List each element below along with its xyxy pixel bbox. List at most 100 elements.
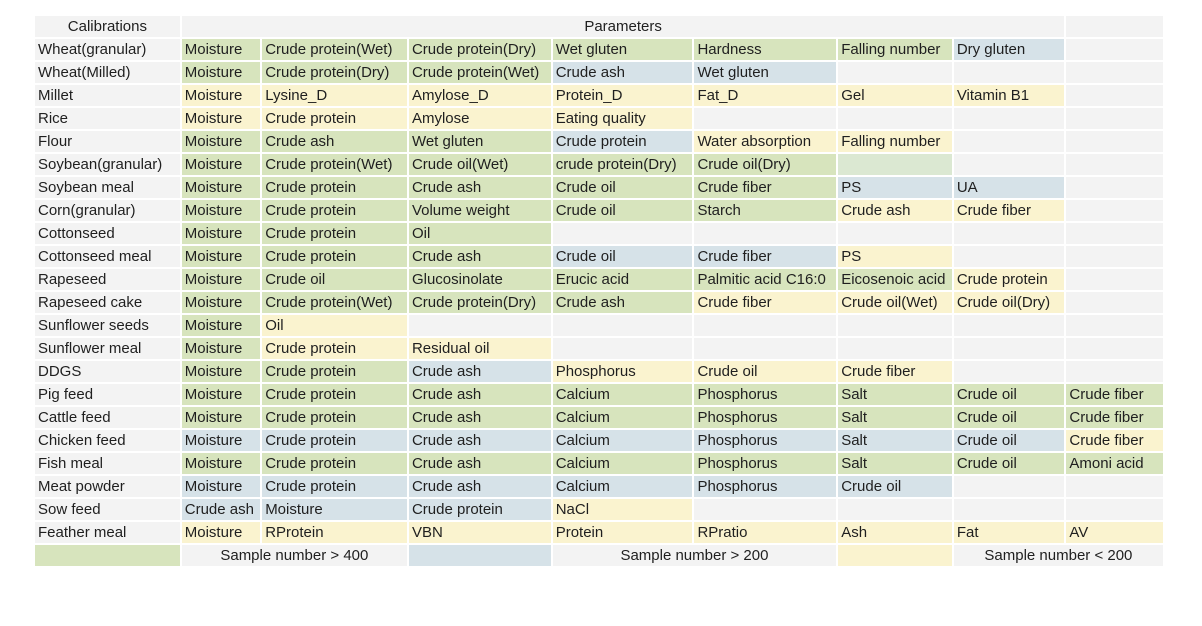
parameter-cell [1066, 154, 1163, 175]
parameter-cell: Erucic acid [552, 269, 693, 290]
parameter-cell [408, 315, 551, 336]
parameter-cell: Wet gluten [408, 131, 551, 152]
table-row: Wheat(Milled) Moisture Crude protein(Dry) C… [35, 62, 1163, 83]
calibration-name: Rapeseed cake [35, 292, 180, 313]
parameter-cell [953, 338, 1065, 359]
parameter-cell: Phosphorus [694, 407, 837, 428]
table-row: Sow feed Crude ash Moisture Crude protein Na… [35, 499, 1163, 520]
table-row: Flour Moisture Crude ash Wet gluten Crude pr… [35, 131, 1163, 152]
parameter-cell: Crude oil(Dry) [694, 154, 837, 175]
parameter-cell: Phosphorus [694, 476, 837, 497]
legend-swatch [408, 545, 551, 566]
legend-swatch [838, 545, 952, 566]
parameter-cell: Residual oil [408, 338, 551, 359]
parameter-cell [552, 223, 693, 244]
parameter-cell: Crude oil(Wet) [838, 292, 952, 313]
table-row: Pig feed Moisture Crude protein Crude ash Ca… [35, 384, 1163, 405]
parameter-cell: Crude fiber [838, 361, 952, 382]
parameter-cell [694, 338, 837, 359]
parameter-cell: Crude ash [408, 453, 551, 474]
parameter-cell: Crude protein(Wet) [262, 292, 407, 313]
table-row: Cottonseed meal Moisture Crude protein Crud… [35, 246, 1163, 267]
parameter-cell [953, 131, 1065, 152]
parameter-cell [838, 499, 952, 520]
parameter-cell: Crude protein [262, 200, 407, 221]
parameter-cell [953, 108, 1065, 129]
parameter-cell: Calcium [552, 476, 693, 497]
parameter-cell: PS [838, 177, 952, 198]
legend-row: Sample number > 400 Sample number > 200 Sa… [35, 545, 1163, 566]
parameter-cell: Moisture [181, 315, 261, 336]
parameter-cell [1066, 223, 1163, 244]
parameter-cell: Lysine_D [262, 85, 407, 106]
parameter-cell: Crude oil [953, 384, 1065, 405]
parameter-cell: Crude ash [262, 131, 407, 152]
parameter-cell: Falling number [838, 131, 952, 152]
parameter-cell [953, 223, 1065, 244]
parameter-cell [838, 108, 952, 129]
table-row: Feather meal Moisture RProtein VBN Protein RP… [35, 522, 1163, 543]
parameter-cell: Crude oil [953, 407, 1065, 428]
parameter-cell: Crude ash [552, 62, 693, 83]
parameter-cell: Crude ash [408, 177, 551, 198]
parameter-cell: Moisture [181, 108, 261, 129]
parameter-cell: Calcium [552, 384, 693, 405]
parameter-cell: Crude protein [262, 177, 407, 198]
parameter-cell: crude protein(Dry) [552, 154, 693, 175]
parameter-cell: Crude oil(Wet) [408, 154, 551, 175]
parameter-cell: Salt [838, 407, 952, 428]
parameter-cell: Crude fiber [694, 177, 837, 198]
parameter-cell: Moisture [181, 200, 261, 221]
calibration-name: Cottonseed [35, 223, 180, 244]
parameter-cell: Hardness [694, 39, 837, 60]
table-row: Soybean(granular) Moisture Crude protein(W… [35, 154, 1163, 175]
parameter-cell: Crude ash [552, 292, 693, 313]
parameter-cell: Moisture [181, 62, 261, 83]
parameter-cell: Crude protein(Wet) [262, 39, 407, 60]
parameter-cell: RPratio [694, 522, 837, 543]
parameter-cell: Oil [262, 315, 407, 336]
parameter-cell: Salt [838, 453, 952, 474]
parameter-cell: Wet gluten [552, 39, 693, 60]
parameter-cell: VBN [408, 522, 551, 543]
legend-label: Sample number < 200 [953, 545, 1163, 566]
parameter-cell: Crude protein [262, 407, 407, 428]
calibration-name: Feather meal [35, 522, 180, 543]
parameter-cell: Crude oil [262, 269, 407, 290]
calibration-name: Meat powder [35, 476, 180, 497]
parameter-cell [1066, 246, 1163, 267]
table-row: Fish meal Moisture Crude protein Crude ash C… [35, 453, 1163, 474]
parameter-cell: Moisture [181, 39, 261, 60]
parameter-cell: Crude protein [262, 338, 407, 359]
parameter-cell: Crude protein [408, 499, 551, 520]
parameter-cell: Eating quality [552, 108, 693, 129]
parameter-cell: AV [1066, 522, 1163, 543]
table-row: Cottonseed Moisture Crude protein Oil [35, 223, 1163, 244]
parameter-cell [953, 499, 1065, 520]
parameter-cell: Crude protein [552, 131, 693, 152]
parameter-cell: Moisture [181, 223, 261, 244]
parameter-cell [953, 154, 1065, 175]
parameter-cell [1066, 499, 1163, 520]
parameter-cell: Crude ash [408, 476, 551, 497]
parameters-header: Parameters [181, 16, 1065, 37]
parameter-cell: Moisture [181, 269, 261, 290]
parameter-cell: Crude protein [953, 269, 1065, 290]
table-row: Soybean meal Moisture Crude protein Crude a… [35, 177, 1163, 198]
parameter-cell: NaCl [552, 499, 693, 520]
parameter-cell: Crude protein [262, 453, 407, 474]
parameter-cell [1066, 269, 1163, 290]
parameter-cell: Amylose [408, 108, 551, 129]
parameter-cell: Crude fiber [953, 200, 1065, 221]
calibration-name: Sow feed [35, 499, 180, 520]
parameter-cell: Vitamin B1 [953, 85, 1065, 106]
parameter-cell: Crude protein [262, 476, 407, 497]
parameter-cell: PS [838, 246, 952, 267]
parameter-cell: Moisture [181, 384, 261, 405]
parameter-cell: Fat_D [694, 85, 837, 106]
calibration-name: Cattle feed [35, 407, 180, 428]
parameter-cell: Fat [953, 522, 1065, 543]
calibration-name: Millet [35, 85, 180, 106]
calibration-name: Pig feed [35, 384, 180, 405]
parameter-cell: Moisture [181, 85, 261, 106]
